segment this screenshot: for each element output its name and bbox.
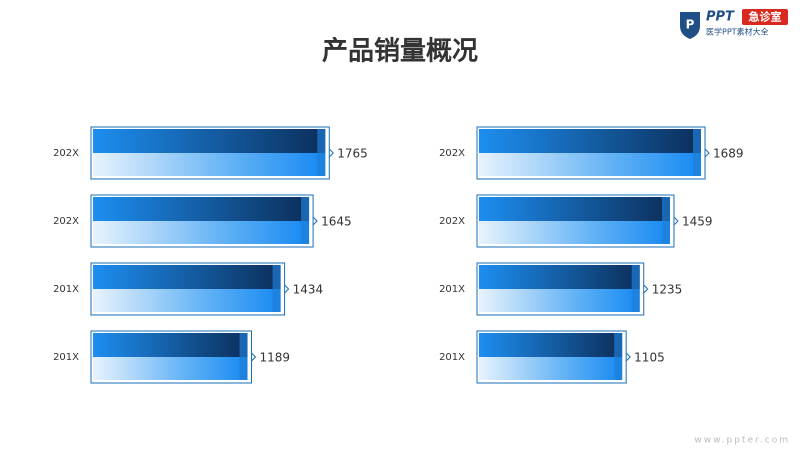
bar-top (93, 265, 281, 289)
value-bracket (673, 216, 679, 226)
bar-bottom (93, 357, 248, 380)
value-bracket (704, 148, 710, 158)
logo-letter: P (686, 18, 695, 32)
bar-end (693, 129, 702, 176)
logo-badge-bg (742, 9, 788, 25)
value-label: 1645 (321, 215, 352, 229)
bar-bottom (479, 357, 623, 380)
bar-bottom (93, 153, 326, 176)
bar-bottom (93, 221, 310, 244)
category-label: 202X (53, 216, 79, 227)
category-label: 201X (439, 284, 465, 295)
logo-badge: 急诊室 (749, 10, 782, 24)
category-label: 201X (53, 284, 79, 295)
logo-tagline: 医学PPT素材大全 (706, 27, 769, 37)
category-label: 201X (53, 352, 79, 363)
bar-end (239, 333, 248, 380)
bar-end (301, 197, 310, 244)
logo-shield (680, 12, 700, 39)
value-bracket (643, 284, 649, 294)
bar-bottom (479, 153, 702, 176)
bar-bottom (479, 221, 670, 244)
value-label: 1235 (652, 283, 683, 297)
footer: www.ppter.com (694, 436, 790, 446)
value-bracket (312, 216, 318, 226)
bar-top (479, 333, 623, 357)
bar-top (93, 129, 326, 153)
category-label: 202X (439, 148, 465, 159)
value-label: 1459 (682, 215, 713, 229)
value-label: 1434 (293, 283, 324, 297)
bar-top (93, 197, 310, 221)
category-label: 202X (439, 216, 465, 227)
category-label: 202X (53, 148, 79, 159)
bar-bottom (93, 289, 281, 312)
bar-top (479, 197, 670, 221)
bar-top (479, 129, 702, 153)
value-label: 1765 (337, 147, 368, 161)
logo-brand: PPT (706, 10, 735, 25)
value-label: 1689 (713, 147, 744, 161)
value-bracket (284, 284, 290, 294)
category-label: 201X (439, 352, 465, 363)
value-label: 1189 (260, 351, 291, 365)
bar-end (317, 129, 326, 176)
bar-top (479, 265, 640, 289)
bar-end (661, 197, 670, 244)
value-label: 1105 (634, 351, 665, 365)
logo: P PPT 急诊室 医学PPT素材大全 (680, 9, 788, 39)
bar-top (93, 333, 248, 357)
value-bracket (251, 352, 257, 362)
bar-end (272, 265, 281, 312)
value-bracket (625, 352, 631, 362)
bar-bottom (479, 289, 640, 312)
value-bracket (328, 148, 334, 158)
slide-title: 产品销量概况 (322, 37, 478, 67)
bar-end (631, 265, 640, 312)
bar-end (614, 333, 623, 380)
